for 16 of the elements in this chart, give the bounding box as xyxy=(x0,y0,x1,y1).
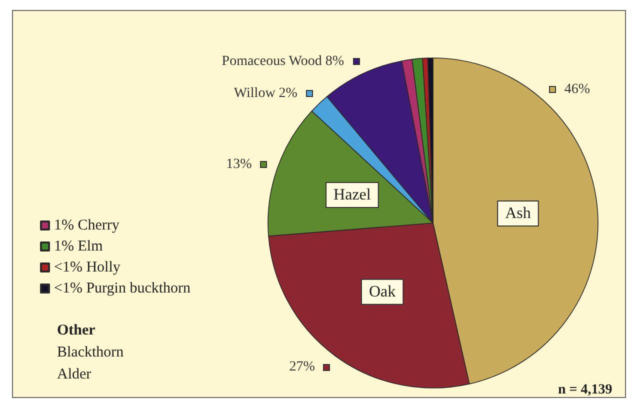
legend-label: 1% Elm xyxy=(54,238,104,254)
legend-label: <1% Holly xyxy=(54,260,121,276)
slice-label: Oak xyxy=(368,283,396,300)
legend-label: <1% Purgin buckthorn xyxy=(54,280,192,296)
data-label: 46% xyxy=(564,82,590,98)
slice-label: Pomaceous Wood 8% xyxy=(222,54,344,69)
data-label: 13% xyxy=(226,156,252,172)
slice-label: Willow 2% xyxy=(234,86,298,101)
text: Alder xyxy=(57,366,92,382)
text: Other xyxy=(57,322,96,338)
text: n = 4,139 xyxy=(558,382,612,398)
data-label: 27% xyxy=(289,360,316,375)
slice-label: Hazel xyxy=(334,186,372,204)
slice-label: Ash xyxy=(505,205,531,222)
text: Blackthorn xyxy=(57,344,124,360)
legend-label: 1% Cherry xyxy=(54,218,120,234)
